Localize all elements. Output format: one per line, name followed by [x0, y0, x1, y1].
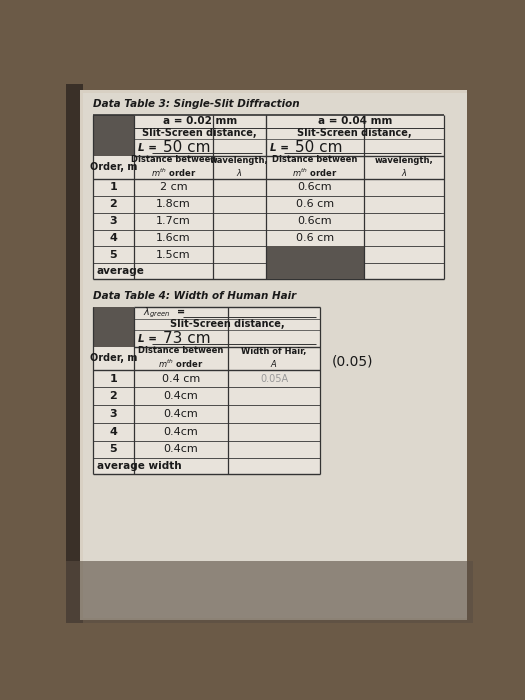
- FancyBboxPatch shape: [82, 93, 467, 618]
- Text: (0.05): (0.05): [331, 355, 373, 369]
- FancyBboxPatch shape: [93, 307, 320, 474]
- Text: 2: 2: [109, 391, 117, 401]
- Text: 0.4cm: 0.4cm: [164, 444, 198, 454]
- Text: wavelength,
$\lambda$: wavelength, $\lambda$: [374, 156, 433, 178]
- Text: 1: 1: [109, 182, 117, 192]
- Text: 5: 5: [110, 250, 117, 260]
- Text: Slit-Screen distance,: Slit-Screen distance,: [142, 128, 257, 139]
- FancyBboxPatch shape: [80, 90, 467, 620]
- Text: Order, m: Order, m: [90, 353, 137, 363]
- Text: L =: L =: [270, 143, 289, 153]
- Text: wavelength,
$\lambda$: wavelength, $\lambda$: [210, 156, 269, 178]
- Text: a = 0.02 mm: a = 0.02 mm: [163, 116, 237, 126]
- Text: 1.8cm: 1.8cm: [156, 199, 191, 209]
- Text: 3: 3: [110, 216, 117, 226]
- Text: 0.6 cm: 0.6 cm: [296, 233, 334, 243]
- Text: 73 cm: 73 cm: [163, 331, 211, 346]
- Text: Distance between
$m^{th}$ order: Distance between $m^{th}$ order: [272, 155, 358, 179]
- Text: Slit-Screen distance,: Slit-Screen distance,: [170, 319, 284, 329]
- Text: Data Table 4: Width of Human Hair: Data Table 4: Width of Human Hair: [93, 291, 296, 301]
- Text: L =: L =: [139, 334, 157, 344]
- Text: 0.4cm: 0.4cm: [164, 391, 198, 401]
- Text: Order, m: Order, m: [90, 162, 137, 172]
- Text: Data Table 3: Single-Slit Diffraction: Data Table 3: Single-Slit Diffraction: [93, 99, 299, 109]
- FancyBboxPatch shape: [266, 246, 364, 263]
- Text: 50 cm: 50 cm: [295, 141, 342, 155]
- Text: 0.05A: 0.05A: [260, 374, 288, 384]
- Text: average: average: [97, 266, 144, 276]
- Text: 2 cm: 2 cm: [160, 182, 187, 192]
- FancyBboxPatch shape: [93, 115, 134, 155]
- Text: 3: 3: [110, 409, 117, 419]
- Text: Distance between
$m^{th}$ order: Distance between $m^{th}$ order: [139, 346, 224, 370]
- Text: 2: 2: [109, 199, 117, 209]
- Text: 0.6cm: 0.6cm: [298, 182, 332, 192]
- Text: 0.4 cm: 0.4 cm: [162, 374, 200, 384]
- FancyBboxPatch shape: [93, 307, 134, 346]
- FancyBboxPatch shape: [93, 115, 444, 279]
- Text: 4: 4: [109, 233, 117, 243]
- Text: a = 0.04 mm: a = 0.04 mm: [318, 116, 392, 126]
- Text: 1: 1: [109, 374, 117, 384]
- Text: 1.7cm: 1.7cm: [156, 216, 191, 226]
- Text: Width of Hair,
$A$: Width of Hair, $A$: [242, 347, 307, 369]
- Text: L =: L =: [139, 143, 157, 153]
- Text: Slit-Screen distance,: Slit-Screen distance,: [297, 128, 412, 139]
- Text: 0.4cm: 0.4cm: [164, 409, 198, 419]
- Text: 4: 4: [109, 427, 117, 437]
- FancyBboxPatch shape: [66, 561, 472, 623]
- Text: 0.6 cm: 0.6 cm: [296, 199, 334, 209]
- Text: $\lambda_{green}$  =: $\lambda_{green}$ =: [143, 305, 185, 320]
- Text: 50 cm: 50 cm: [163, 141, 211, 155]
- Text: 0.4cm: 0.4cm: [164, 427, 198, 437]
- Text: 5: 5: [110, 444, 117, 454]
- FancyBboxPatch shape: [66, 84, 82, 623]
- Text: average width: average width: [97, 461, 181, 471]
- Text: Distance between
$m^{th}$ order: Distance between $m^{th}$ order: [131, 155, 216, 179]
- Text: 0.6cm: 0.6cm: [298, 216, 332, 226]
- FancyBboxPatch shape: [266, 263, 364, 279]
- Text: 1.6cm: 1.6cm: [156, 233, 191, 243]
- Text: 1.5cm: 1.5cm: [156, 250, 191, 260]
